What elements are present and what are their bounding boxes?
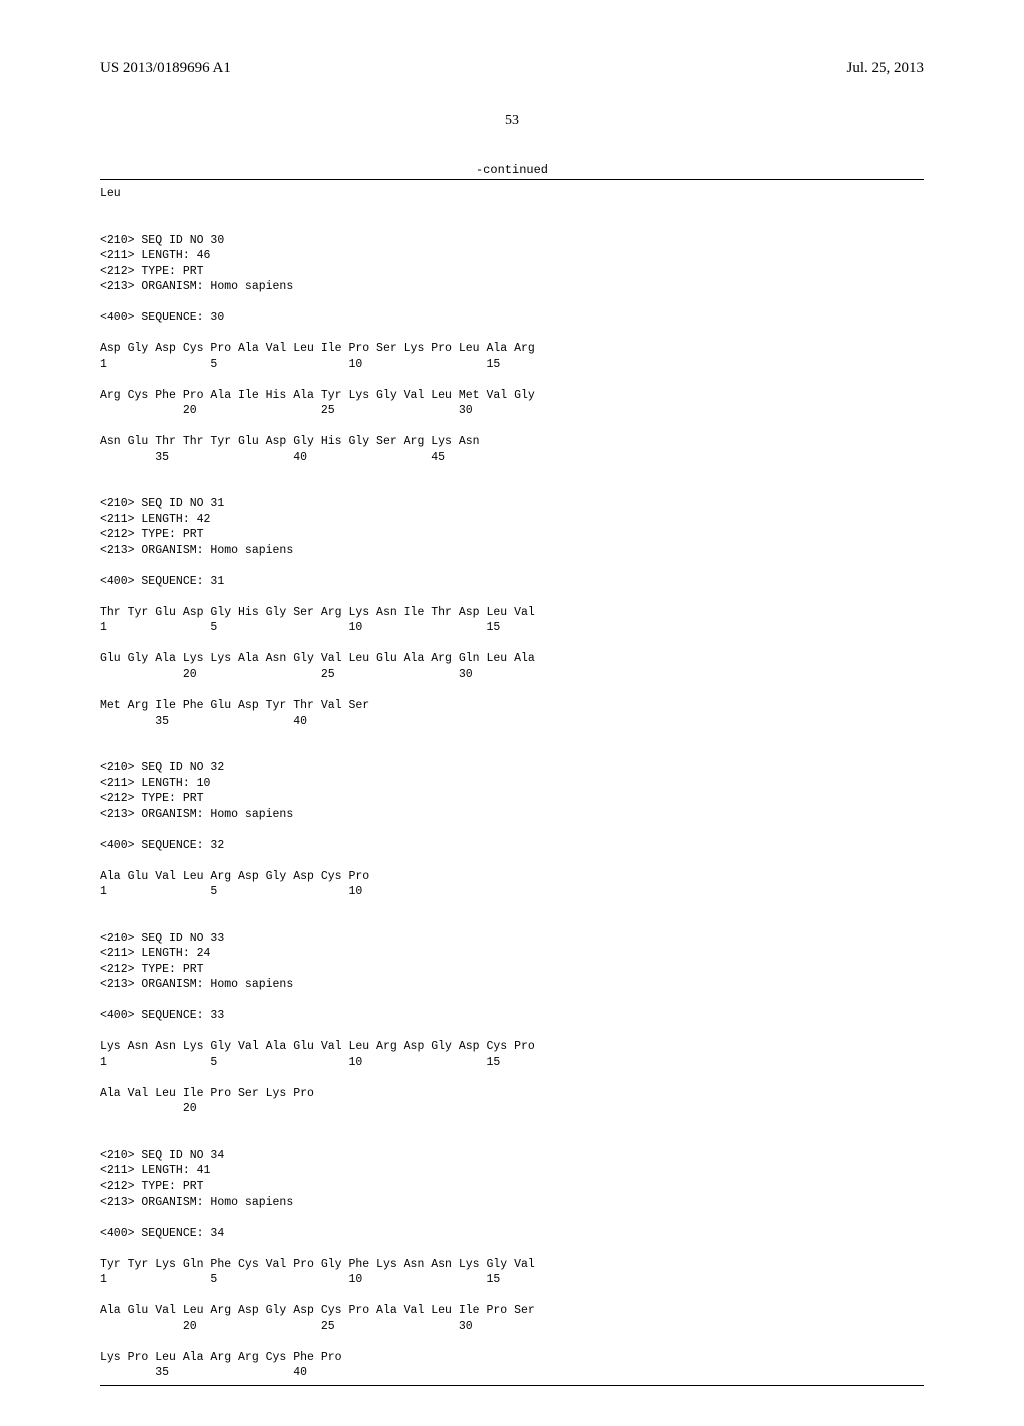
publication-date: Jul. 25, 2013 xyxy=(846,60,924,77)
sequence-listing: Leu <210> SEQ ID NO 30 <211> LENGTH: 46 … xyxy=(100,186,924,1381)
divider-bottom xyxy=(100,1385,924,1386)
divider-top xyxy=(100,179,924,180)
header-row: US 2013/0189696 A1 Jul. 25, 2013 xyxy=(100,60,924,77)
publication-number: US 2013/0189696 A1 xyxy=(100,60,231,77)
continued-label: -continued xyxy=(100,163,924,177)
page-container: US 2013/0189696 A1 Jul. 25, 2013 53 -con… xyxy=(0,0,1024,1426)
page-number: 53 xyxy=(100,113,924,129)
